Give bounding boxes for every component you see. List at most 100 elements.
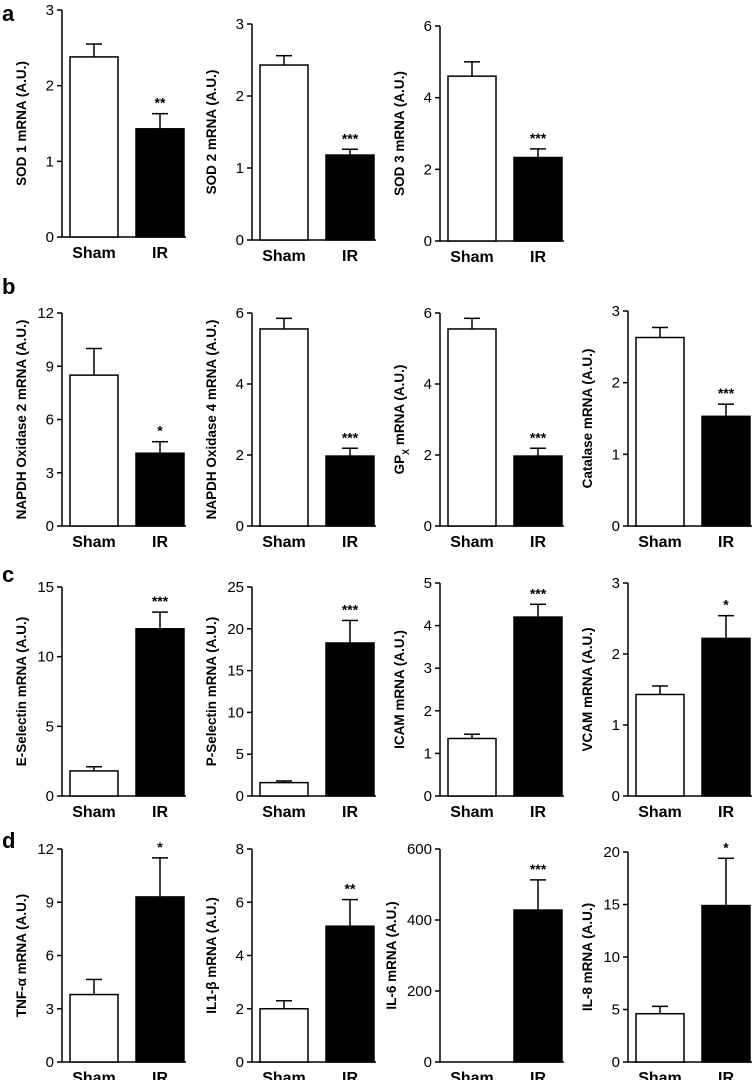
bar-ir: [135, 628, 185, 797]
y-tick-label: 6: [424, 18, 432, 35]
y-axis-label: IL-6 mRNA (A.U.): [384, 901, 399, 1009]
y-tick-label: 0: [236, 1054, 244, 1071]
x-category-label: IR: [152, 534, 168, 551]
y-axis-label: VCAM mRNA (A.U.): [580, 628, 595, 752]
y-tick-label: 400: [407, 912, 432, 929]
y-tick-label: 0: [612, 788, 620, 805]
y-axis-label-subscript: X: [401, 449, 411, 455]
y-tick-label: 1: [46, 153, 54, 170]
x-category-label: IR: [718, 804, 734, 821]
chart-3: 0 3 6 9 12 NAPDH Oxidase 2 mRNA (A.U.) Sham IR *: [14, 305, 186, 551]
y-tick-label: 0: [46, 229, 54, 246]
y-tick-label: 15: [37, 579, 54, 596]
y-axis-label: P-Selectin mRNA (A.U.): [204, 617, 219, 767]
y-tick-label: 1: [236, 160, 244, 177]
y-axis-label: SOD 3 mRNA (A.U.): [392, 71, 407, 196]
bar-sham: [447, 328, 497, 527]
y-tick-label: 3: [46, 465, 54, 482]
significance-marker: *: [157, 423, 163, 439]
bar-sham: [69, 770, 119, 797]
y-tick-label: 6: [424, 305, 432, 322]
significance-marker: **: [345, 881, 356, 897]
y-tick-label: 6: [46, 412, 54, 429]
bar-sham: [447, 75, 497, 242]
significance-marker: ***: [530, 130, 547, 146]
y-tick-label: 5: [236, 746, 244, 763]
chart-5: 0 2 4 6 GPX mRNA (A.U.) Sham IR ***: [392, 305, 564, 551]
y-tick-label: 1: [612, 717, 620, 734]
bar-ir: [135, 128, 185, 238]
bar-sham: [635, 336, 685, 527]
y-axis-label: IL1-β mRNA (A.U.): [204, 897, 219, 1013]
y-tick-label: 5: [612, 1002, 620, 1019]
y-tick-label: 1: [424, 745, 432, 762]
panel-label-c: c: [2, 562, 14, 587]
x-category-label: IR: [530, 249, 546, 266]
y-tick-label: 0: [424, 233, 432, 250]
y-tick-label: 2: [424, 161, 432, 178]
x-category-label: IR: [718, 534, 734, 551]
y-tick-label: 4: [236, 948, 244, 965]
y-tick-label: 2: [46, 78, 54, 95]
y-tick-label: 20: [227, 621, 244, 638]
y-tick-label: 2: [236, 88, 244, 105]
significance-marker: ***: [342, 601, 359, 617]
y-axis-label: SOD 1 mRNA (A.U.): [14, 61, 29, 186]
significance-marker: ***: [530, 861, 547, 877]
x-category-label: IR: [342, 804, 358, 821]
bar-sham: [259, 64, 309, 241]
panel-label-d: d: [2, 828, 15, 853]
y-tick-label: 3: [236, 16, 244, 33]
x-category-label: IR: [530, 534, 546, 551]
y-tick-label: 6: [46, 948, 54, 965]
y-axis-label: NAPDH Oxidase 2 mRNA (A.U.): [14, 320, 29, 520]
y-tick-label: 10: [227, 704, 244, 721]
x-category-label: IR: [342, 1070, 358, 1080]
bar-sham: [259, 328, 309, 527]
chart-11: 0 3 6 9 12 TNF-α mRNA (A.U.) Sham IR *: [14, 839, 186, 1080]
y-tick-label: 0: [46, 518, 54, 535]
y-tick-label: 8: [236, 841, 244, 858]
x-category-label: IR: [530, 1070, 546, 1080]
chart-7: 0 5 10 15 E-Selectin mRNA (A.U.) Sham IR ***: [14, 579, 186, 821]
bar-ir: [325, 642, 375, 797]
y-tick-label: 10: [603, 949, 620, 966]
y-tick-label: 12: [37, 305, 54, 322]
y-tick-label: 4: [424, 376, 432, 393]
y-tick-label: 5: [424, 575, 432, 592]
x-category-label: Sham: [450, 249, 494, 266]
chart-4: 0 2 4 6 NAPDH Oxidase 4 mRNA (A.U.) Sham IR ***: [204, 305, 376, 551]
significance-marker: *: [157, 839, 163, 855]
y-tick-label: 25: [227, 579, 244, 596]
significance-marker: ***: [530, 585, 547, 601]
y-tick-label: 20: [603, 844, 620, 861]
significance-marker: ***: [342, 429, 359, 445]
bar-sham: [69, 374, 119, 527]
x-category-label: Sham: [72, 1070, 116, 1080]
bar-sham: [69, 56, 119, 238]
y-tick-label: 10: [37, 649, 54, 666]
bar-sham: [447, 737, 497, 797]
chart-6: 0 1 2 3 Catalase mRNA (A.U.) Sham IR ***: [580, 303, 752, 551]
bar-sham: [259, 781, 309, 797]
x-category-label: Sham: [450, 534, 494, 551]
x-category-label: Sham: [262, 248, 306, 265]
y-tick-label: 15: [603, 897, 620, 914]
y-tick-label: 4: [424, 618, 432, 635]
y-axis-label: ICAM mRNA (A.U.): [392, 630, 407, 749]
bar-ir: [701, 637, 751, 797]
y-tick-label: 9: [46, 894, 54, 911]
bar-ir: [513, 455, 563, 527]
y-tick-label: 15: [227, 663, 244, 680]
significance-marker: ***: [530, 429, 547, 445]
y-tick-label: 0: [424, 518, 432, 535]
x-category-label: IR: [342, 534, 358, 551]
x-category-label: Sham: [262, 1070, 306, 1080]
y-axis-label: SOD 2 mRNA (A.U.): [204, 70, 219, 195]
y-tick-label: 0: [612, 1054, 620, 1071]
x-category-label: Sham: [638, 804, 682, 821]
chart-14: 0 5 10 15 20 IL-8 mRNA (A.U.) Sham IR *: [580, 839, 752, 1080]
y-tick-label: 600: [407, 841, 432, 858]
bar-ir: [325, 455, 375, 527]
